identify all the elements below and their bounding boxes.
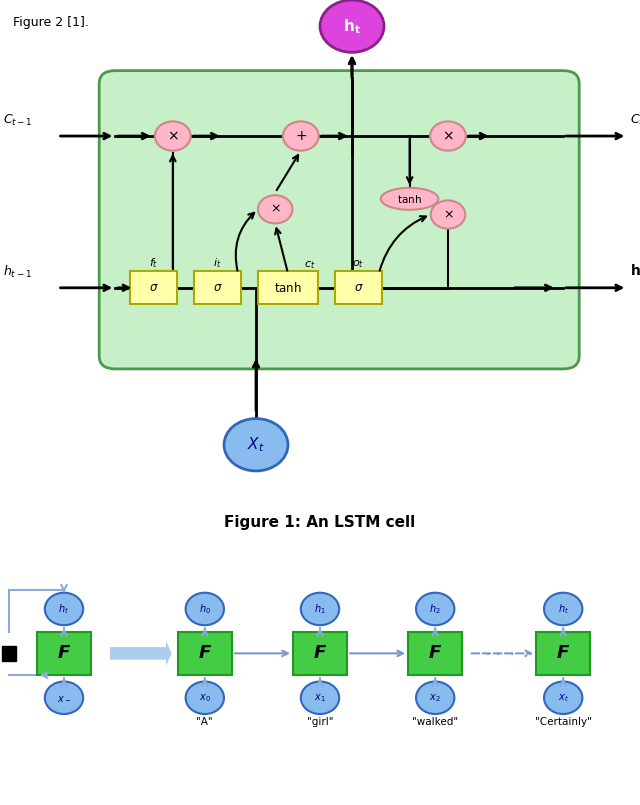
Text: $\times$: $\times$ <box>270 203 280 216</box>
Text: $x_1$: $x_1$ <box>314 691 326 704</box>
Circle shape <box>301 592 339 625</box>
Text: $\sigma$: $\sigma$ <box>212 281 223 295</box>
Circle shape <box>301 682 339 714</box>
FancyBboxPatch shape <box>99 71 579 369</box>
Circle shape <box>544 592 582 625</box>
Circle shape <box>430 122 466 151</box>
FancyBboxPatch shape <box>259 271 317 304</box>
Text: F: F <box>198 644 211 663</box>
Text: $X_t$: $X_t$ <box>247 436 265 454</box>
Text: $i_t$: $i_t$ <box>213 256 222 270</box>
Text: $C_{t-1}$: $C_{t-1}$ <box>3 113 33 128</box>
Text: F: F <box>314 644 326 663</box>
Text: $C_t$: $C_t$ <box>630 113 640 128</box>
Text: F: F <box>557 644 570 663</box>
Text: "girl": "girl" <box>307 716 333 727</box>
FancyBboxPatch shape <box>36 632 91 675</box>
FancyBboxPatch shape <box>293 632 347 675</box>
FancyBboxPatch shape <box>131 271 177 304</box>
Circle shape <box>320 0 384 52</box>
Text: $\times$: $\times$ <box>442 129 454 143</box>
Circle shape <box>224 419 288 471</box>
Text: "A": "A" <box>196 716 213 727</box>
Text: $+$: $+$ <box>295 129 307 143</box>
Text: $\cdot\;\cdot\;\cdot$: $\cdot\;\cdot\;\cdot$ <box>484 646 514 660</box>
Text: $f_t$: $f_t$ <box>149 256 158 270</box>
Circle shape <box>45 592 83 625</box>
Text: Figure 2 [1].: Figure 2 [1]. <box>13 15 89 29</box>
Text: $c_t$: $c_t$ <box>304 259 316 270</box>
Text: $h_0$: $h_0$ <box>199 602 211 616</box>
Text: $\tanh$: $\tanh$ <box>397 193 422 204</box>
Text: $x_2$: $x_2$ <box>429 691 441 704</box>
FancyBboxPatch shape <box>536 632 590 675</box>
Text: Figure 1: An LSTM cell: Figure 1: An LSTM cell <box>225 515 415 530</box>
Text: F: F <box>429 644 442 663</box>
FancyBboxPatch shape <box>178 632 232 675</box>
Circle shape <box>258 195 292 224</box>
FancyBboxPatch shape <box>1 646 15 661</box>
Text: "walked": "walked" <box>412 716 458 727</box>
Circle shape <box>416 682 454 714</box>
Text: $o_t$: $o_t$ <box>353 258 364 270</box>
Text: $\sigma$: $\sigma$ <box>148 281 159 295</box>
Circle shape <box>283 122 319 151</box>
Text: $\mathbf{h_t}$: $\mathbf{h_t}$ <box>343 17 361 35</box>
Text: $h_{t-1}$: $h_{t-1}$ <box>3 264 32 280</box>
Circle shape <box>544 682 582 714</box>
FancyBboxPatch shape <box>195 271 241 304</box>
Text: $\times$: $\times$ <box>167 129 179 143</box>
FancyBboxPatch shape <box>408 632 462 675</box>
Text: $x_-$: $x_-$ <box>57 693 71 703</box>
Text: $\mathbf{h_t}$: $\mathbf{h_t}$ <box>630 262 640 280</box>
Text: $h_2$: $h_2$ <box>429 602 441 616</box>
Circle shape <box>186 592 224 625</box>
Circle shape <box>186 682 224 714</box>
Text: $\times$: $\times$ <box>443 208 453 221</box>
Text: $h_t$: $h_t$ <box>58 602 70 616</box>
Text: $h_t$: $h_t$ <box>557 602 569 616</box>
Text: $h_1$: $h_1$ <box>314 602 326 616</box>
Circle shape <box>416 592 454 625</box>
Text: $x_0$: $x_0$ <box>199 691 211 704</box>
Circle shape <box>45 682 83 714</box>
Ellipse shape <box>381 188 438 210</box>
Text: $x_t$: $x_t$ <box>558 691 568 704</box>
Text: F: F <box>58 644 70 663</box>
FancyBboxPatch shape <box>335 271 381 304</box>
Circle shape <box>431 200 465 229</box>
Circle shape <box>155 122 191 151</box>
Text: $\tanh$: $\tanh$ <box>274 281 302 295</box>
Text: $\sigma$: $\sigma$ <box>353 281 364 295</box>
Text: "Certainly": "Certainly" <box>535 716 591 727</box>
